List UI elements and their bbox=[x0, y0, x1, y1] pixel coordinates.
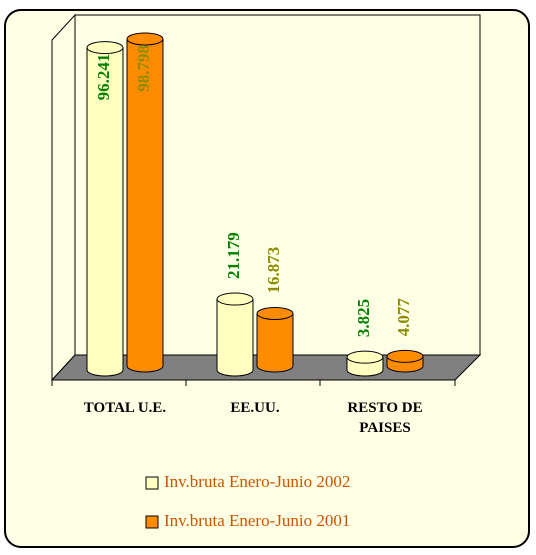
value-label: 16.873 bbox=[264, 247, 283, 294]
bar bbox=[126, 32, 164, 373]
bar bbox=[386, 349, 424, 373]
bar bbox=[346, 350, 384, 377]
bar bbox=[86, 41, 124, 377]
bar bbox=[256, 306, 294, 373]
side-wall bbox=[51, 13, 76, 382]
category-label: EE.UU. bbox=[230, 400, 280, 416]
value-label: 4.077 bbox=[394, 298, 413, 337]
value-label: 3.825 bbox=[354, 299, 373, 337]
category-label: TOTAL U.E. bbox=[83, 400, 167, 416]
legend-swatch bbox=[145, 476, 159, 490]
legend-label: Inv.bruta Enero-Junio 2002 bbox=[164, 472, 350, 491]
category-label: RESTO DE PAISES bbox=[347, 400, 423, 436]
legend-label: Inv.bruta Enero-Junio 2001 bbox=[164, 511, 350, 530]
bar bbox=[216, 292, 254, 377]
value-label: 98.798 bbox=[134, 45, 153, 92]
value-label: 21.179 bbox=[224, 232, 243, 279]
value-label: 96.241 bbox=[94, 54, 113, 101]
legend-swatch bbox=[145, 515, 159, 529]
